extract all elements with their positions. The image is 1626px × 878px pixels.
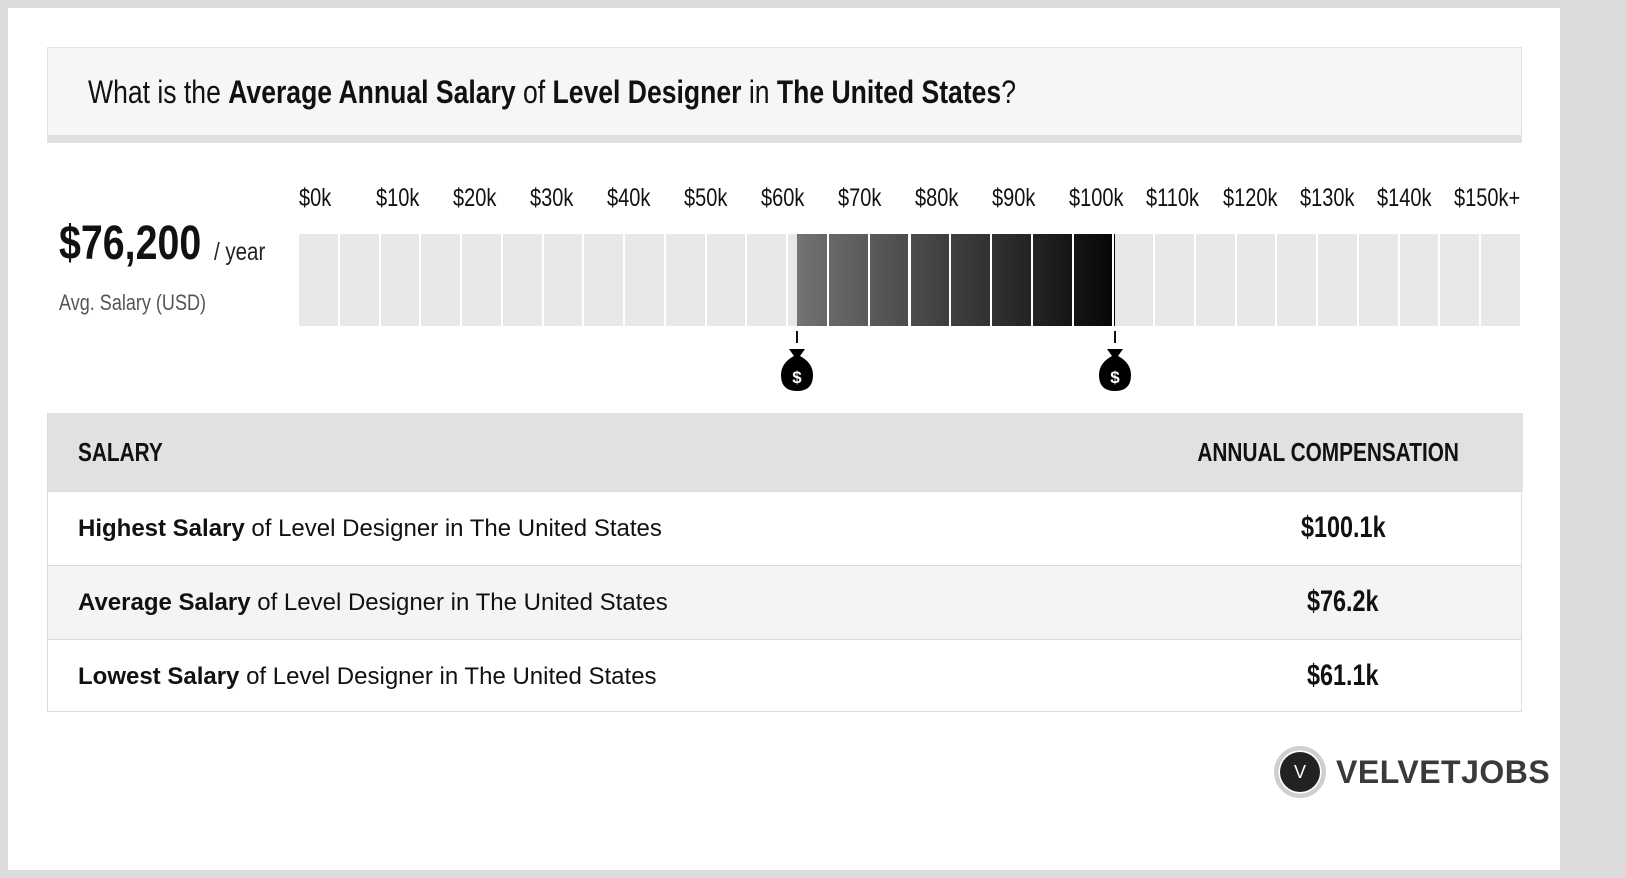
row-label: Lowest Salary of Level Designer in The U… [78, 663, 657, 691]
scale-block [747, 234, 787, 326]
title-location: The United States [776, 74, 1002, 110]
row-value: $100.1k [1301, 511, 1386, 544]
axis-tick-label: $40k [607, 184, 651, 212]
scale-block [339, 234, 379, 326]
average-salary-label: Avg. Salary (USD) [59, 290, 207, 315]
lowest-salary-marker: $ [777, 331, 817, 393]
row-value: $76.2k [1307, 585, 1379, 618]
salary-range-block [797, 234, 827, 326]
axis-tick-label: $70k [838, 184, 882, 212]
scale-block [299, 234, 338, 326]
scale-block [380, 234, 420, 326]
salary-range-block [828, 234, 868, 326]
scale-block [665, 234, 705, 326]
salary-range-block [951, 234, 991, 326]
highest-salary-marker: $ [1095, 331, 1135, 393]
table-row-highest: Highest Salary of Level Designer in The … [48, 491, 1521, 565]
salary-range-block [1073, 234, 1113, 326]
salary-range-block [992, 234, 1031, 326]
svg-text:$: $ [1110, 368, 1120, 387]
logo-mark-letter: V [1293, 762, 1306, 782]
axis-tick-label: $150k+ [1454, 184, 1521, 212]
scale-block [1440, 234, 1480, 326]
salary-range-block [1032, 234, 1072, 326]
money-bag-icon: $ [1099, 331, 1132, 391]
scale-block [1277, 234, 1317, 326]
scale-block [462, 234, 501, 326]
table-row-lowest: Lowest Salary of Level Designer in The U… [48, 639, 1521, 713]
salary-range-block [1114, 234, 1116, 326]
table-header: SALARY ANNUAL COMPENSATION [48, 413, 1523, 491]
logo-text: VELVETJOBS [1336, 754, 1551, 790]
svg-text:$: $ [792, 368, 802, 387]
axis-tick-label: $60k [761, 184, 805, 212]
axis-tick-label: $130k [1300, 184, 1355, 212]
scale-block [1195, 234, 1235, 326]
axis-tick-label: $20k [453, 184, 497, 212]
title-text: ? [1001, 74, 1016, 110]
row-label: Highest Salary of Level Designer in The … [78, 515, 662, 543]
row-label-rest: of Level Designer in The United States [239, 663, 657, 690]
table-row-average: Average Salary of Level Designer in The … [48, 565, 1521, 639]
axis-tick-label: $140k [1377, 184, 1432, 212]
row-label-rest: of Level Designer in The United States [250, 589, 668, 616]
title-emphasis: Average Annual Salary [228, 74, 516, 110]
row-label-bold: Highest Salary [78, 515, 245, 542]
scale-block [421, 234, 461, 326]
scale-block [1358, 234, 1398, 326]
salary-range-block [910, 234, 950, 326]
scale-block [1481, 234, 1520, 326]
axis-tick-label: $0k [299, 184, 332, 212]
logo-mark-icon: V [1274, 746, 1326, 798]
scale-block [1399, 234, 1439, 326]
header-salary: SALARY [78, 437, 163, 467]
scale-block [543, 234, 583, 326]
row-value: $61.1k [1307, 659, 1379, 692]
row-label-bold: Average Salary [78, 589, 251, 616]
axis-tick-label: $80k [915, 184, 959, 212]
axis-tick-label: $90k [992, 184, 1036, 212]
velvetjobs-logo[interactable]: V VELVETJOBS [1274, 746, 1550, 798]
scale-block [1155, 234, 1194, 326]
salary-card: What is the Average Annual Salary of Lev… [8, 8, 1560, 870]
axis-tick-label: $10k [376, 184, 420, 212]
axis-tick-label: $100k [1069, 184, 1124, 212]
salary-table: SALARY ANNUAL COMPENSATION Highest Salar… [47, 413, 1523, 713]
scale-block [584, 234, 624, 326]
row-label-rest: of Level Designer in The United States [244, 515, 662, 542]
row-label-bold: Lowest Salary [78, 663, 240, 690]
scale-block [706, 234, 746, 326]
page-title: What is the Average Annual Salary of Lev… [88, 74, 1016, 111]
scale-block [1114, 234, 1154, 326]
header-annual-compensation: ANNUAL COMPENSATION [1197, 437, 1459, 467]
title-box: What is the Average Annual Salary of Lev… [47, 47, 1522, 143]
title-text: What is the [88, 74, 229, 110]
salary-range-block [869, 234, 909, 326]
title-job: Level Designer [552, 74, 742, 110]
average-salary-value: $76,200 [59, 217, 202, 270]
money-bag-icon: $ [781, 331, 814, 391]
average-salary-unit: / year [214, 238, 266, 266]
scale-block [1236, 234, 1276, 326]
scale-block [502, 234, 542, 326]
axis-tick-label: $30k [530, 184, 574, 212]
axis-tick-label: $50k [684, 184, 728, 212]
row-label: Average Salary of Level Designer in The … [78, 589, 668, 617]
axis-tick-label: $120k [1223, 184, 1278, 212]
title-text: in [741, 74, 777, 110]
title-text: of [515, 74, 553, 110]
scale-block [625, 234, 664, 326]
scale-block [1318, 234, 1357, 326]
axis-tick-label: $110k [1146, 184, 1200, 212]
